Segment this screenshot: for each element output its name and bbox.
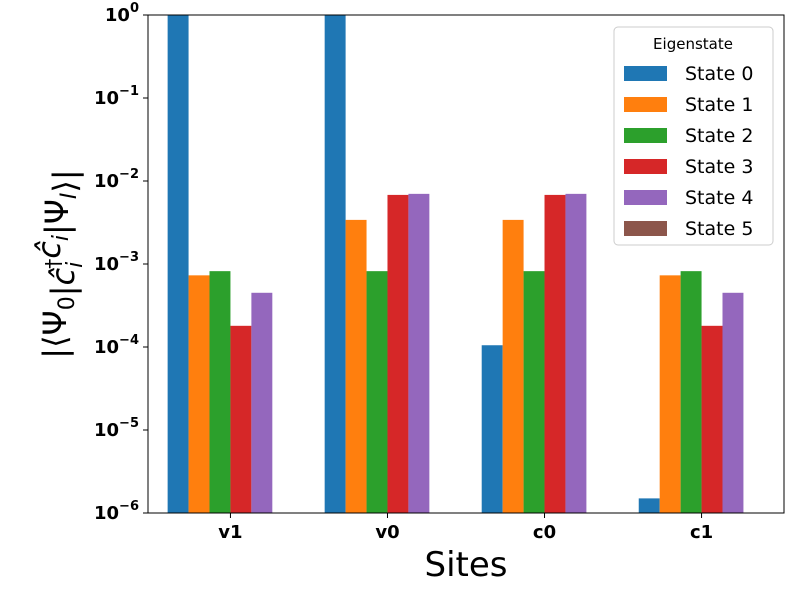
- legend-swatch: [624, 66, 667, 81]
- legend-label: State 2: [685, 125, 753, 147]
- legend-item-state-5: State 5: [624, 218, 753, 240]
- legend-swatch: [624, 97, 667, 112]
- bar-c1-state-1: [659, 275, 681, 513]
- legend-item-state-2: State 2: [624, 125, 753, 147]
- bar-c1-state-4: [722, 292, 744, 513]
- y-axis-label: |⟨Ψ0|ĉi†ĉi|ΨI⟩|: [30, 169, 88, 358]
- legend-label: State 0: [685, 63, 753, 85]
- legend-swatch: [624, 190, 667, 205]
- bar-v1-state-0: [167, 15, 189, 513]
- legend-label: State 1: [685, 94, 753, 116]
- bar-c0-state-4: [565, 193, 587, 513]
- bar-v1-state-1: [188, 275, 210, 513]
- bar-c0-state-3: [544, 194, 566, 513]
- legend-label: State 5: [685, 218, 753, 240]
- legend-swatch: [624, 159, 667, 174]
- bar-v0-state-4: [408, 193, 430, 513]
- x-tick-label-c1: c1: [690, 522, 713, 543]
- bar-v1-state-4: [251, 292, 273, 513]
- legend-item-state-0: State 0: [624, 63, 753, 85]
- legend-items: State 0 State 1 State 2 State 3 State 4 State…: [624, 63, 753, 240]
- x-tick-label-c0: c0: [533, 522, 556, 543]
- y-tick-label: 10−3: [94, 250, 139, 275]
- y-axis-ticks: 100 10−1 10−2 10−3 10−4 10−5 10−6: [94, 1, 148, 524]
- legend-item-state-3: State 3: [624, 156, 753, 178]
- x-axis-label: Sites: [425, 545, 508, 585]
- legend-label: State 3: [685, 156, 753, 178]
- legend-item-state-1: State 1: [624, 94, 753, 116]
- y-tick-label: 100: [105, 1, 139, 26]
- legend-label: State 4: [685, 187, 753, 209]
- y-tick-label: 10−2: [94, 167, 139, 192]
- bar-c1-state-0: [638, 498, 660, 513]
- bar-v1-state-3: [230, 325, 252, 513]
- bar-c0-state-0: [481, 345, 503, 513]
- legend-item-state-4: State 4: [624, 187, 753, 209]
- y-tick-label: 10−6: [94, 499, 139, 524]
- bar-c1-state-3: [701, 325, 723, 513]
- bar-v0-state-2: [366, 271, 388, 513]
- bar-c0-state-2: [523, 271, 545, 513]
- y-tick-label: 10−1: [94, 84, 139, 109]
- bars-layer: [167, 15, 744, 513]
- legend-swatch: [624, 221, 667, 236]
- bar-v0-state-3: [387, 194, 409, 513]
- x-axis-ticks: v1 v0 c0 c1: [218, 513, 713, 543]
- bar-v0-state-0: [324, 15, 346, 513]
- x-tick-label-v0: v0: [375, 522, 399, 543]
- bar-c1-state-2: [680, 271, 702, 513]
- bar-v0-state-1: [345, 219, 367, 513]
- bar-v1-state-2: [209, 271, 231, 513]
- bar-c0-state-1: [502, 219, 524, 513]
- x-tick-label-v1: v1: [218, 522, 242, 543]
- legend-title: Eigenstate: [653, 35, 733, 53]
- y-tick-label: 10−4: [94, 333, 139, 358]
- legend-swatch: [624, 128, 667, 143]
- y-tick-label: 10−5: [94, 416, 139, 441]
